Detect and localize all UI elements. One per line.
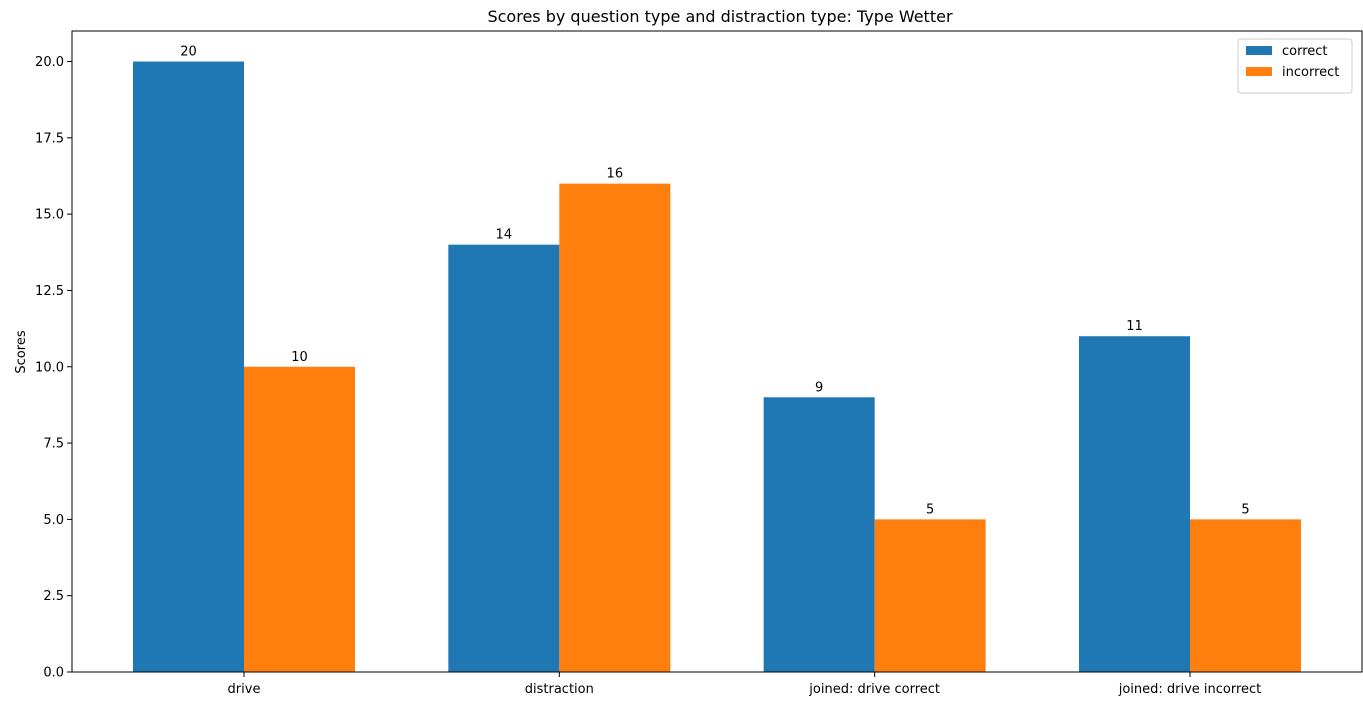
y-tick-label-5: 12.5	[35, 284, 64, 299]
legend-swatch-correct	[1246, 46, 1272, 55]
bar-incorrect-3	[1190, 519, 1301, 672]
y-tick-label-2: 5.0	[43, 513, 64, 528]
legend-label-incorrect: incorrect	[1282, 65, 1339, 80]
y-tick-label-3: 7.5	[43, 437, 64, 452]
data-label-correct-3: 11	[1126, 319, 1143, 334]
bar-incorrect-0	[244, 366, 355, 672]
y-tick-label-4: 10.0	[35, 360, 64, 375]
chart-title: Scores by question type and distraction …	[487, 7, 952, 26]
y-tick-label-1: 2.5	[43, 589, 64, 604]
data-label-correct-1: 14	[496, 228, 513, 243]
x-tick-label-0: drive	[228, 682, 261, 696]
data-label-incorrect-2: 5	[926, 502, 934, 517]
x-tick-label-3: joined: drive incorrect	[1118, 682, 1262, 696]
x-tick-label-1: distraction	[525, 682, 594, 696]
y-tick-label-6: 15.0	[35, 208, 64, 223]
data-label-correct-2: 9	[815, 380, 823, 395]
y-axis-label: Scores	[14, 330, 29, 373]
data-label-incorrect-3: 5	[1241, 502, 1249, 517]
legend-swatch-incorrect	[1246, 67, 1272, 76]
legend: correct incorrect	[1237, 38, 1353, 94]
bar-incorrect-2	[874, 519, 986, 672]
data-label-incorrect-0: 10	[291, 350, 308, 365]
plot-area: 20 14 9 11 10 16 5 5 0.0 2.5 5.0 7.5 10.0 12.5 15.0 17.…	[35, 30, 1363, 697]
axes-frame	[71, 30, 1363, 673]
bar-correct-1	[448, 244, 560, 672]
data-label-incorrect-1: 16	[607, 167, 624, 182]
bar-correct-2	[763, 397, 875, 672]
legend-label-correct: correct	[1282, 44, 1328, 59]
bar-correct-3	[1079, 336, 1190, 672]
y-tick-label-7: 17.5	[35, 131, 64, 146]
data-label-correct-0: 20	[180, 45, 197, 60]
y-tick-label-8: 20.0	[35, 55, 64, 70]
bar-incorrect-1	[559, 183, 671, 672]
x-tick-label-2: joined: drive correct	[808, 682, 940, 696]
y-tick-label-0: 0.0	[43, 666, 64, 681]
bar-correct-0	[133, 61, 244, 673]
